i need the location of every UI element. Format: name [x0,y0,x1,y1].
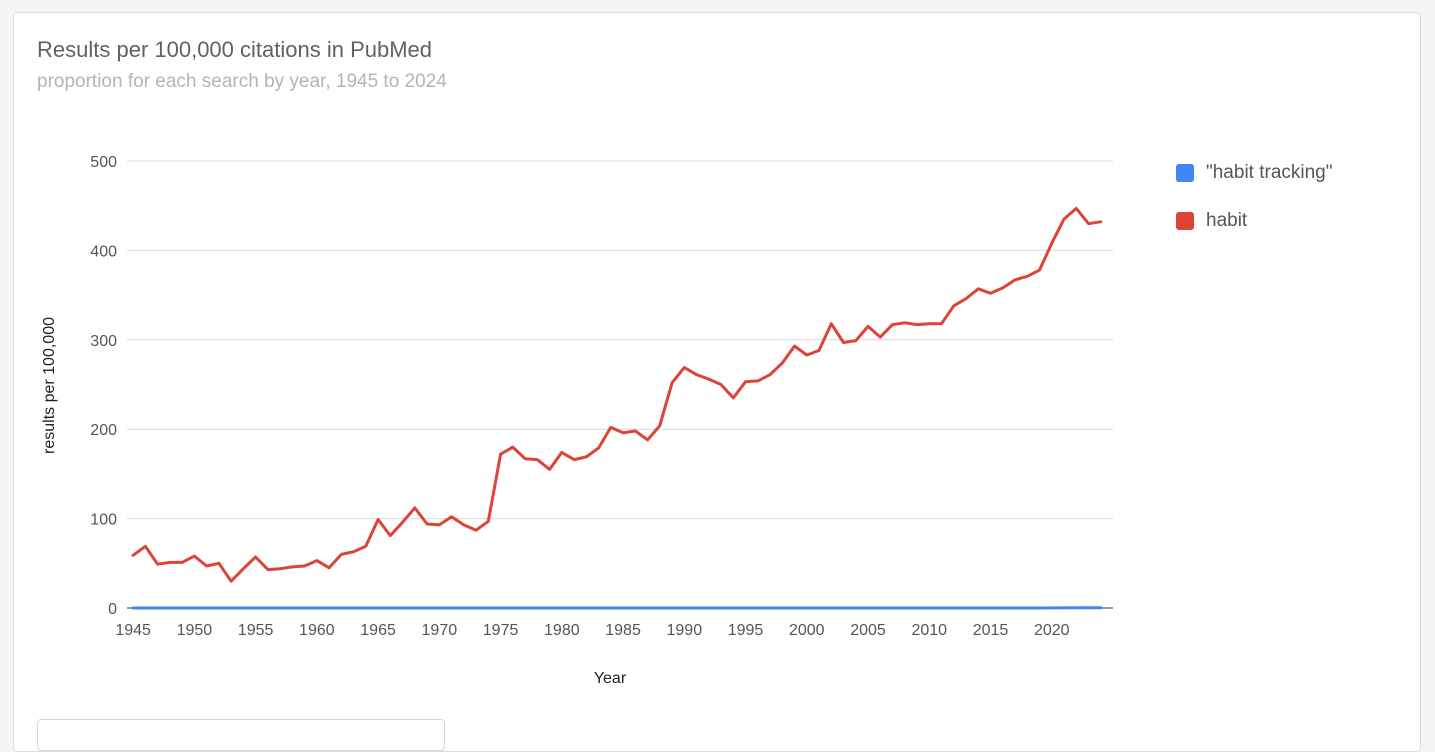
x-tick-label-2010: 2010 [911,622,947,639]
x-tick-label-1950: 1950 [177,622,213,639]
x-tick-label-1945: 1945 [115,622,151,639]
y-tick-label-0: 0 [108,601,117,618]
line-chart: 0 100 200 300 400 500 1945 1950 1955 1960 1965 1970… [0,0,1435,723]
bottom-control[interactable] [37,719,445,751]
x-tick-label-1960: 1960 [299,622,335,639]
y-tick-label-100: 100 [90,512,117,529]
x-axis-title: Year [594,670,627,687]
gridlines [127,161,1113,519]
x-tick-label-2015: 2015 [973,622,1009,639]
x-tick-label-2005: 2005 [850,622,886,639]
x-tick-label-2020: 2020 [1034,622,1070,639]
x-tick-label-1995: 1995 [728,622,764,639]
y-axis-title: results per 100,000 [41,317,58,454]
x-tick-label-1975: 1975 [483,622,519,639]
y-tick-label-400: 400 [90,243,117,260]
x-tick-label-1970: 1970 [422,622,458,639]
x-tick-label-1990: 1990 [667,622,703,639]
series-lines [133,208,1101,608]
series-line-habit [133,208,1101,581]
x-tick-label-1980: 1980 [544,622,580,639]
x-tick-label-1965: 1965 [360,622,396,639]
x-tick-label-1955: 1955 [238,622,274,639]
y-tick-label-300: 300 [90,333,117,350]
x-tick-label-1985: 1985 [605,622,641,639]
y-tick-label-200: 200 [90,422,117,439]
y-tick-label-500: 500 [90,154,117,171]
x-tick-label-2000: 2000 [789,622,825,639]
